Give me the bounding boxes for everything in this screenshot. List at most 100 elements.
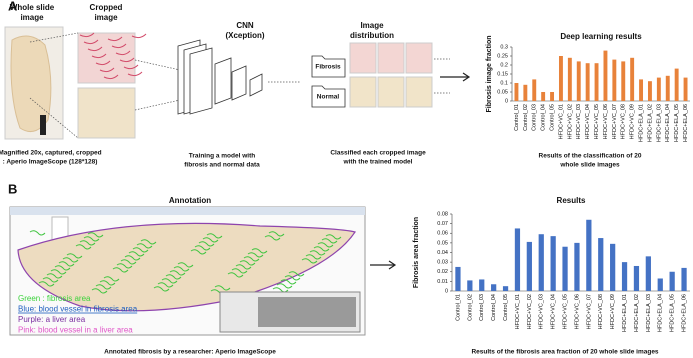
tile bbox=[405, 76, 433, 108]
fibrosis-mark bbox=[251, 248, 268, 254]
arrow bbox=[440, 72, 471, 82]
bar bbox=[630, 57, 635, 101]
label: Purple: a liver area bbox=[18, 315, 86, 324]
bar bbox=[621, 262, 628, 291]
fiber bbox=[119, 57, 135, 63]
label: HFDC+ELA_05 bbox=[674, 104, 680, 142]
bar bbox=[523, 84, 528, 101]
label: HFDC+VC_02 bbox=[567, 104, 573, 139]
label: HFDC+VC_05 bbox=[594, 104, 600, 139]
fibrosis-mark bbox=[99, 280, 116, 286]
bar bbox=[467, 280, 473, 291]
label: distribution bbox=[350, 31, 394, 40]
label: Annotated fibrosis by a researcher: Aper… bbox=[104, 349, 276, 356]
fibrosis-mark bbox=[169, 270, 186, 276]
label: HFDC+VC_07 bbox=[612, 104, 618, 139]
label: HFDC+ELA_06 bbox=[682, 294, 688, 332]
label: Control_04 bbox=[541, 104, 547, 131]
fibrosis-mark bbox=[42, 277, 59, 283]
bar bbox=[538, 234, 544, 291]
label: Deep learning results bbox=[560, 32, 642, 41]
label: 0.01 bbox=[437, 279, 448, 285]
label: HFDC+ELA_02 bbox=[634, 294, 640, 332]
bar bbox=[656, 77, 661, 101]
fibrosis-mark bbox=[206, 233, 223, 239]
label: 0.25 bbox=[497, 53, 508, 59]
label: Results bbox=[557, 196, 586, 205]
label: (Xception) bbox=[225, 31, 264, 40]
label: HFDC+ELA_04 bbox=[658, 294, 664, 332]
label: Results of the fibrosis area fraction of… bbox=[471, 349, 658, 356]
label: HFDC+VC_02 bbox=[527, 294, 533, 329]
fibrosis-mark bbox=[268, 231, 285, 237]
label: HFDC+VC_06 bbox=[603, 104, 609, 139]
toolbar bbox=[10, 207, 365, 215]
fibrosis-mark bbox=[321, 238, 338, 244]
label: Cropped bbox=[90, 3, 123, 12]
bar bbox=[550, 236, 556, 291]
bar bbox=[603, 50, 608, 101]
label: Control_01 bbox=[514, 104, 520, 131]
bar bbox=[665, 75, 670, 101]
label: Annotation bbox=[169, 196, 211, 205]
label: image bbox=[94, 13, 118, 22]
fibrosis-mark bbox=[58, 261, 75, 267]
fiber bbox=[127, 71, 143, 77]
bar bbox=[491, 284, 497, 291]
fibrosis-mark bbox=[317, 242, 334, 248]
fibrosis-mark bbox=[280, 279, 297, 285]
fibrosis-mark bbox=[247, 252, 264, 258]
bar bbox=[639, 79, 644, 101]
crop-normal bbox=[77, 87, 136, 139]
fiber bbox=[123, 64, 139, 70]
label: 0.06 bbox=[437, 231, 448, 237]
fibrosis-mark bbox=[153, 286, 170, 292]
bar bbox=[562, 246, 568, 291]
tile bbox=[349, 42, 377, 74]
bar bbox=[645, 256, 651, 291]
label: HFDC+VC_04 bbox=[551, 294, 557, 329]
label: HFDC+ELA_03 bbox=[656, 104, 662, 142]
label: HFDC+VC_09 bbox=[610, 294, 616, 329]
fibrosis-mark bbox=[198, 241, 215, 247]
bar bbox=[514, 83, 519, 101]
fibrosis-mark bbox=[161, 278, 178, 284]
bar bbox=[669, 271, 675, 291]
label: 0.15 bbox=[497, 71, 508, 77]
label: HFDC+VC_01 bbox=[558, 104, 564, 139]
fibrosis-mark bbox=[325, 234, 342, 240]
bar bbox=[558, 56, 563, 101]
label: B bbox=[8, 181, 17, 196]
label: HFDC+ELA_04 bbox=[665, 104, 671, 142]
label: HFDC+VC_04 bbox=[585, 104, 591, 139]
fiber bbox=[111, 43, 127, 49]
bar bbox=[598, 238, 604, 291]
label: HFDC+ELA_01 bbox=[639, 104, 645, 142]
tile bbox=[349, 76, 377, 108]
fibrosis-mark bbox=[79, 240, 96, 246]
label: fibrosis and normal data bbox=[184, 162, 260, 169]
fibrosis-mark bbox=[313, 246, 330, 252]
slide-label bbox=[40, 115, 46, 135]
cnn-layer bbox=[231, 65, 247, 101]
bar bbox=[594, 63, 599, 101]
bar bbox=[574, 242, 580, 291]
connector bbox=[29, 97, 79, 139]
label: Fibrosis bbox=[315, 64, 341, 71]
fibrosis-mark bbox=[124, 255, 141, 261]
label: 0.3 bbox=[500, 44, 508, 50]
fiber bbox=[87, 46, 103, 52]
label: HFDC+ELA_06 bbox=[683, 104, 689, 142]
label: Control_03 bbox=[479, 294, 485, 321]
fibrosis-mark bbox=[301, 258, 318, 264]
bar bbox=[633, 265, 640, 291]
dialog-pane bbox=[258, 297, 356, 327]
bar bbox=[550, 92, 555, 101]
label: whole slide images bbox=[559, 162, 620, 169]
label: Whole slide bbox=[10, 3, 55, 12]
fibrosis-mark bbox=[83, 236, 100, 242]
fibrosis-mark bbox=[112, 267, 129, 273]
label: Control_01 bbox=[455, 294, 461, 321]
label: Normal bbox=[317, 94, 340, 101]
folder bbox=[311, 85, 346, 108]
